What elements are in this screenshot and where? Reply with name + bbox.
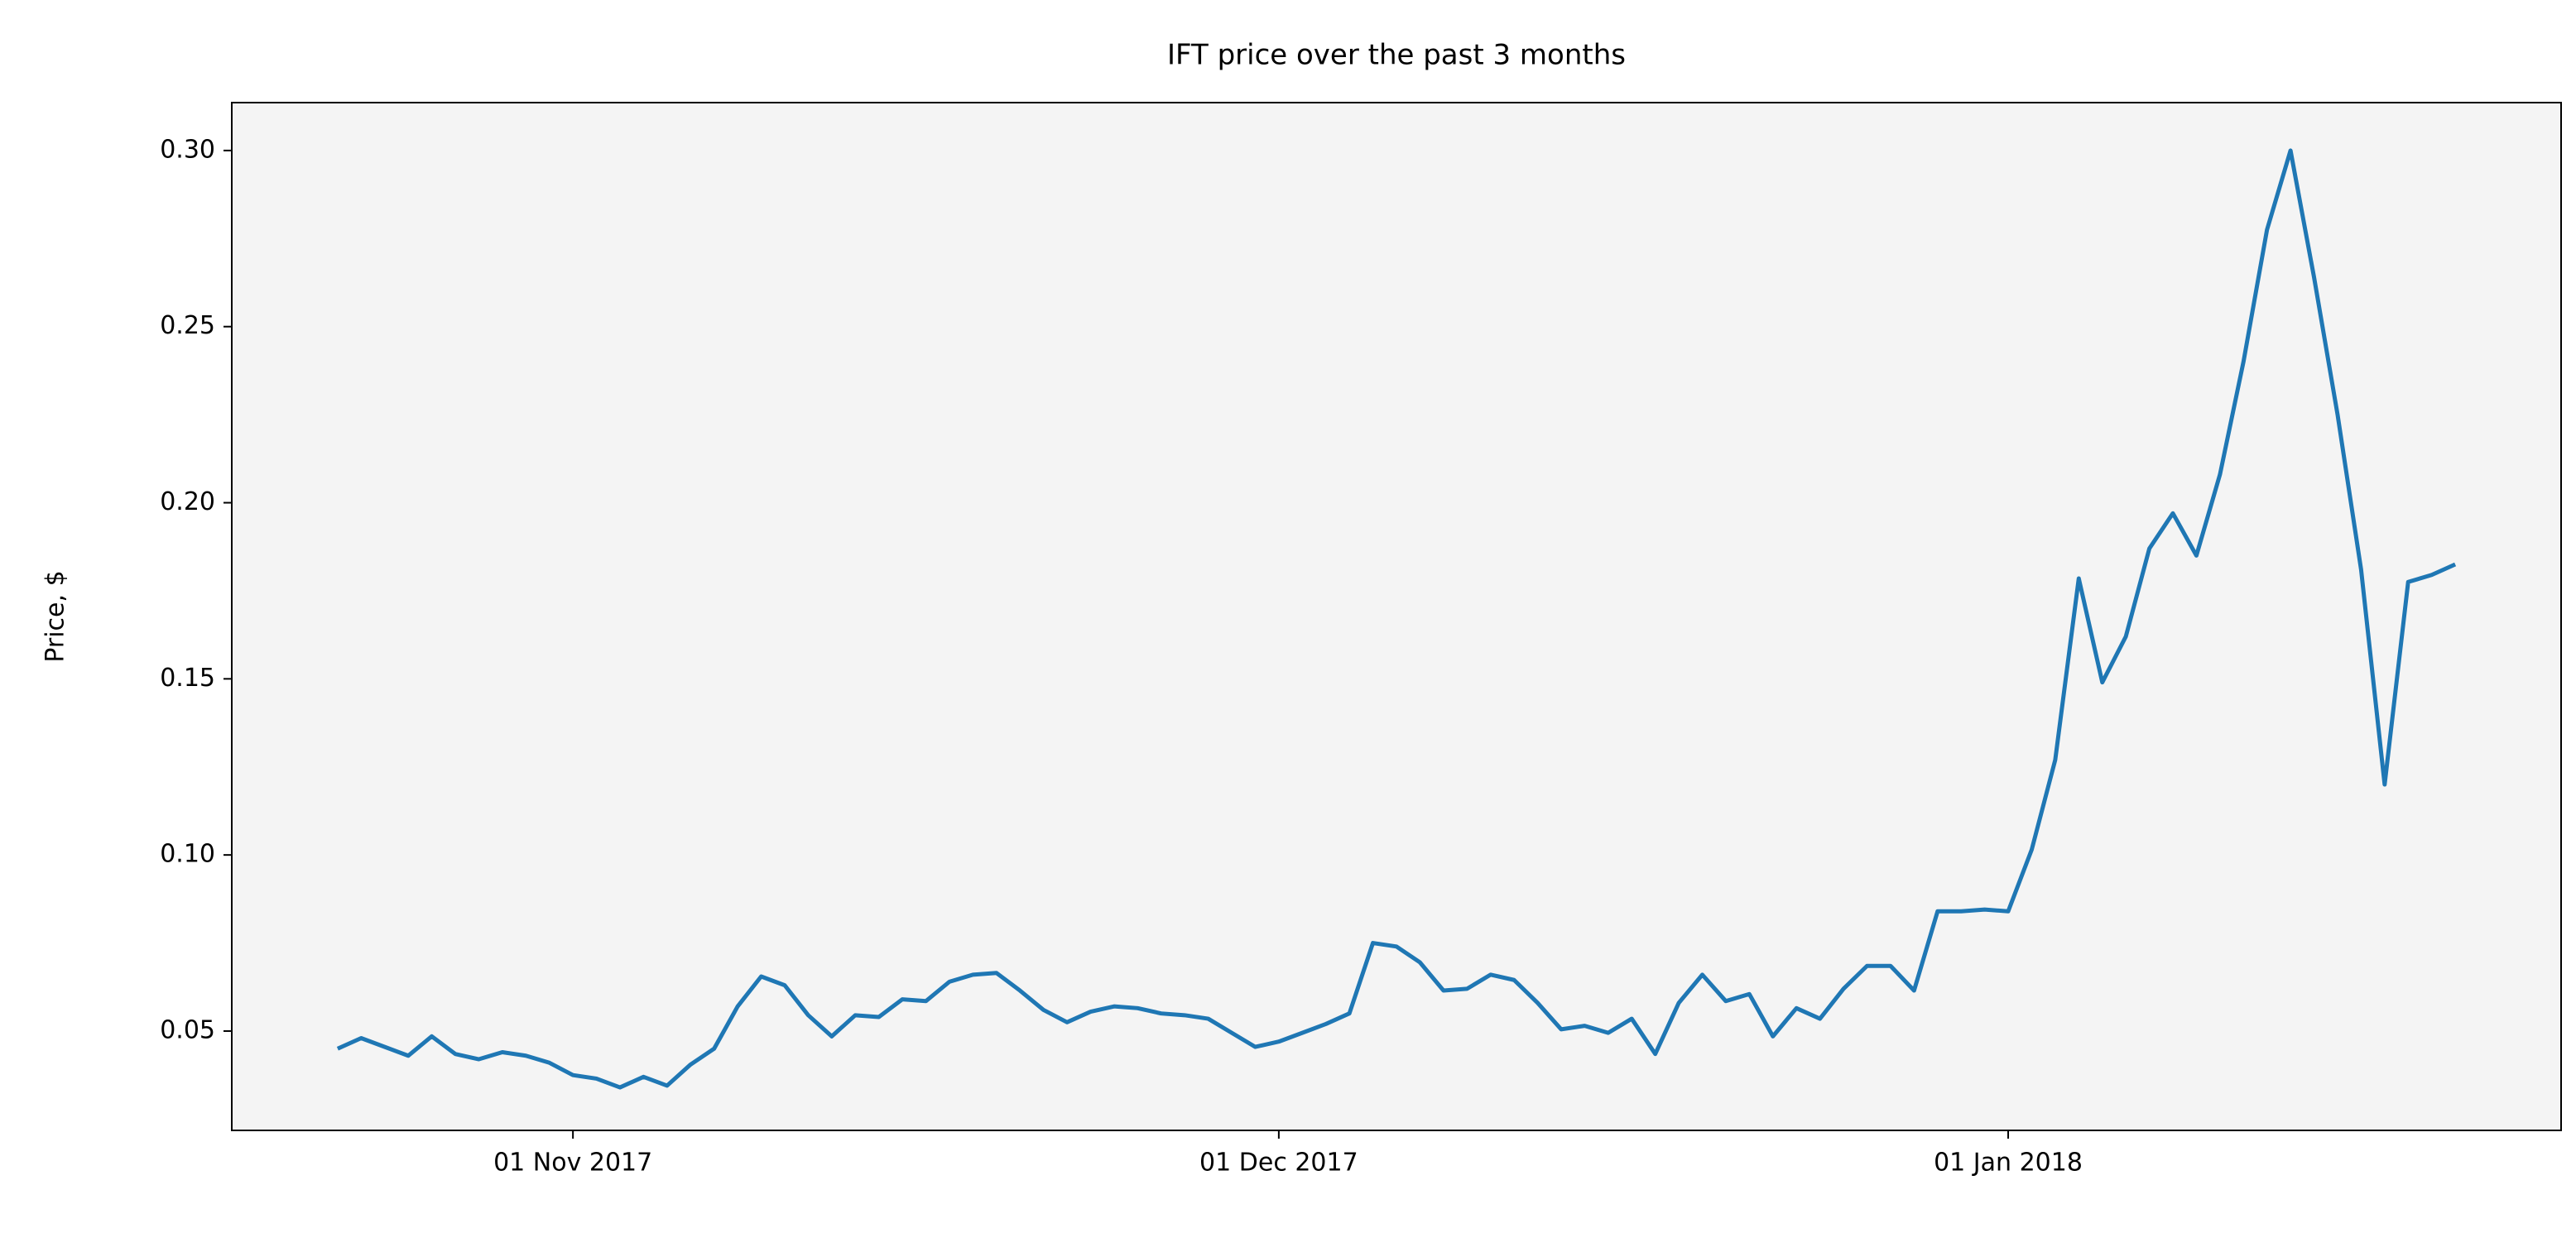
plot-frame	[231, 102, 2562, 1131]
y-axis-label: Price, $	[41, 570, 70, 662]
y-tick-label: 0.10	[160, 840, 215, 869]
y-tick-label: 0.25	[160, 311, 215, 340]
chart-title: IFT price over the past 3 months	[1167, 39, 1626, 72]
price-line	[336, 148, 2457, 1090]
x-tick-label: 01 Nov 2017	[493, 1149, 652, 1178]
x-tick-label: 01 Jan 2018	[1934, 1149, 2083, 1178]
x-tick-label: 01 Dec 2017	[1199, 1149, 1358, 1178]
plot-background	[232, 103, 2561, 1130]
y-tick-label: 0.15	[160, 664, 215, 693]
y-tick-label: 0.30	[160, 135, 215, 164]
y-tick-label: 0.20	[160, 487, 215, 516]
y-tick-label: 0.05	[160, 1015, 215, 1044]
